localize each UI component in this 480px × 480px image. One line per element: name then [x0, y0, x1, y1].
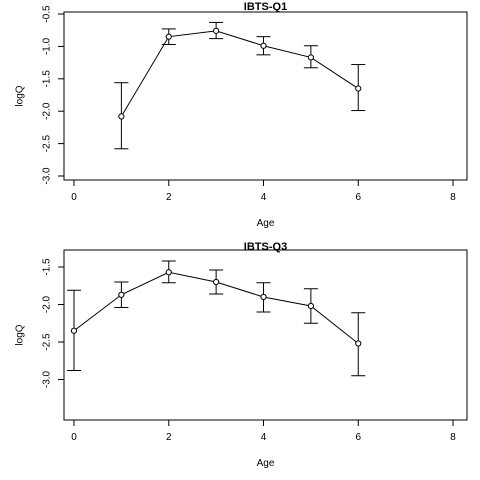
data-point [355, 340, 362, 347]
data-point [307, 302, 314, 310]
x-tick-label: 4 [261, 192, 267, 203]
y-tick-label: -1.5 [42, 70, 53, 88]
plot-frame [63, 11, 468, 181]
x-tick-label: 6 [355, 432, 361, 443]
y-tick-label: -2.5 [42, 135, 53, 153]
x-tick-label: 4 [261, 432, 267, 443]
data-point [213, 27, 220, 34]
data-point [260, 293, 267, 301]
x-tick-label: 2 [166, 192, 172, 203]
data-point [213, 278, 220, 286]
chart-panel-ibts-q1: 0 2 4 6 8 -3.0 -2.5 -2.0 -1.5 -1.0 -0.5 IBTS-Q1 Age l… [15, 1, 468, 229]
data-point [165, 269, 172, 276]
data-point [355, 85, 362, 92]
y-tick-label: -2.0 [42, 102, 53, 120]
y-tick-label: -3.0 [42, 167, 53, 185]
y-tick-label: -2.5 [42, 333, 53, 351]
series-line [120, 30, 359, 117]
x-axis-label: Age [257, 458, 275, 469]
data-point [118, 291, 125, 298]
y-tick-label: -1.0 [42, 37, 53, 55]
chart-panel-ibts-q3: 0 2 4 6 8 -3.0 -2.5 -2.0 -1.5 IBTS-Q3 Age logQ [15, 241, 468, 469]
chart-title: IBTS-Q1 [244, 1, 287, 13]
y-tick-label: -3.0 [42, 370, 53, 388]
data-point [307, 54, 314, 61]
x-tick-label: 0 [71, 192, 77, 203]
y-tick-label: -0.5 [42, 5, 53, 23]
data-point [260, 42, 267, 49]
x-tick-label: 8 [450, 432, 456, 443]
x-tick-label: 8 [450, 192, 456, 203]
y-axis-label: logQ [15, 324, 26, 345]
chart-title: IBTS-Q3 [244, 241, 287, 253]
data-point [118, 113, 125, 120]
y-tick-label: -2.0 [42, 295, 53, 313]
y-axis-label: logQ [15, 85, 26, 106]
y-tick-label: -1.5 [42, 258, 53, 276]
data-point [70, 327, 78, 334]
x-tick-label: 0 [71, 432, 77, 443]
x-tick-label: 6 [355, 192, 361, 203]
data-point [165, 33, 172, 40]
plot-frame [63, 249, 468, 421]
x-axis-label: Age [257, 218, 275, 229]
x-tick-label: 2 [166, 432, 172, 443]
